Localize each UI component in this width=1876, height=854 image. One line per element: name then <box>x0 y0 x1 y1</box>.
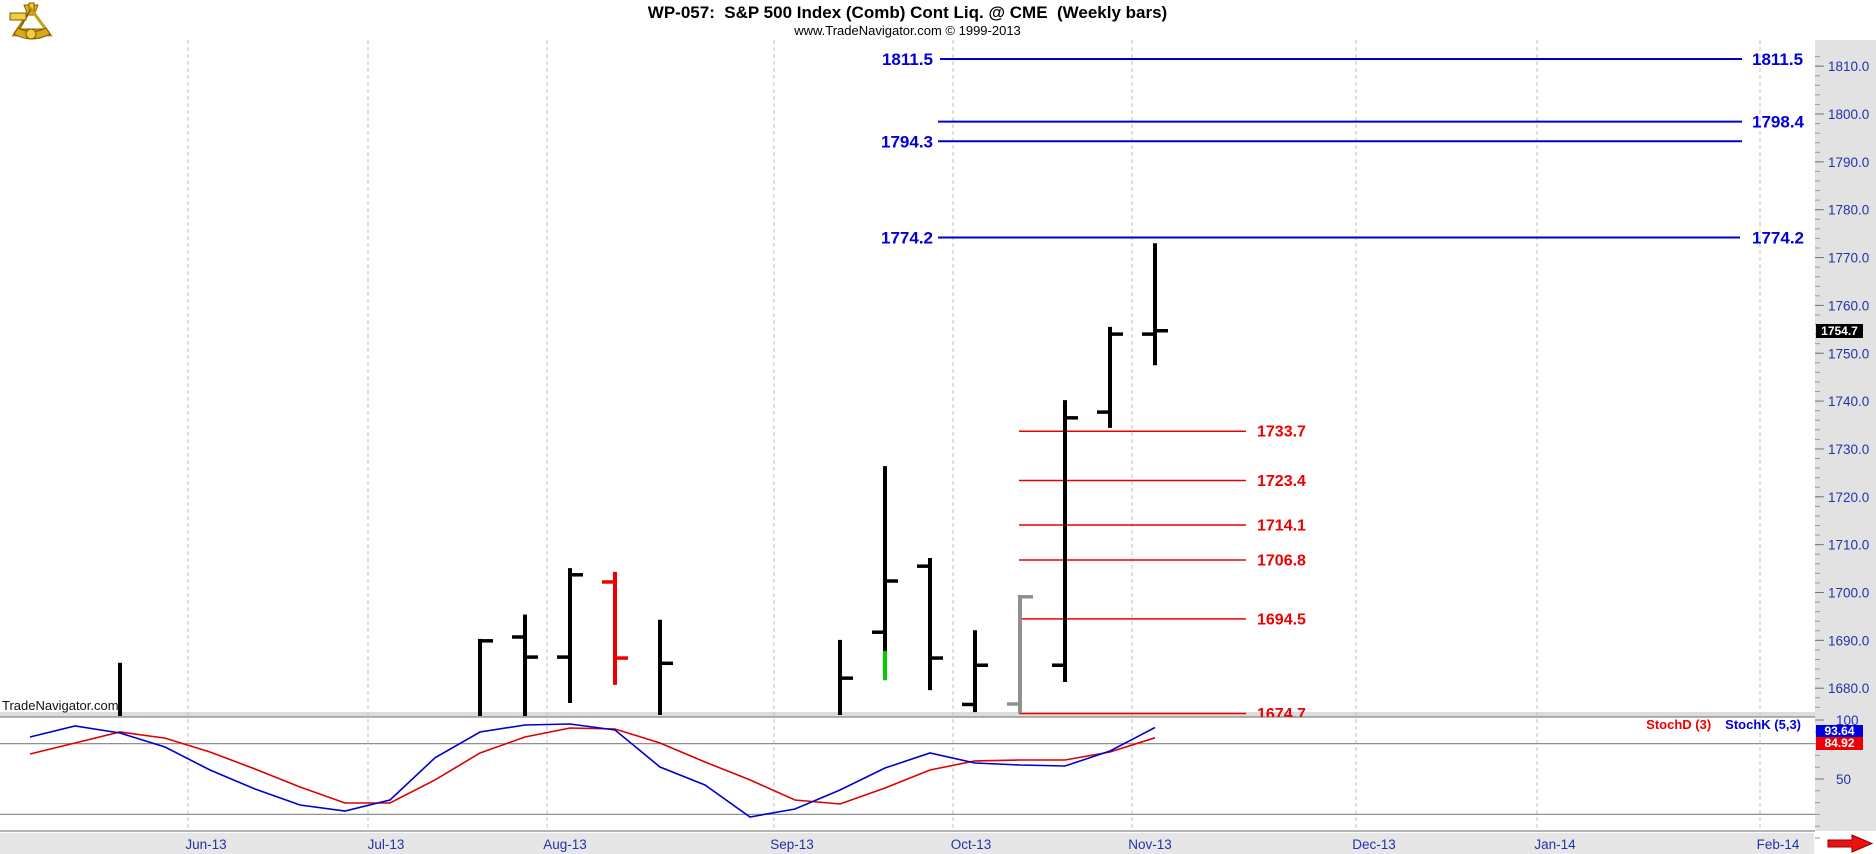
price-pane-group: 1811.5 1811.5 1798.4 1794.3 1774.2 1774.2 1733… <box>118 50 1805 723</box>
price-axis-strip <box>1815 40 1876 831</box>
price-axis-label: 1750.0 <box>1828 346 1869 361</box>
price-axis-label: 1810.0 <box>1828 59 1869 74</box>
stochd-curve <box>29 727 1156 805</box>
stoch-axis-label: 100 <box>1836 713 1859 728</box>
scroll-right-arrow-icon[interactable] <box>1824 833 1876 854</box>
support-label: 1674.7 <box>1257 706 1306 723</box>
month-label: Feb-14 <box>1757 837 1800 852</box>
resistance-label-left: 1794.3 <box>881 132 933 151</box>
month-label: Nov-13 <box>1128 837 1172 852</box>
month-label: Oct-13 <box>951 837 992 852</box>
chart-subtitle: www.TradeNavigator.com © 1999-2013 <box>794 23 1021 38</box>
stoch-axis-label: 50 <box>1836 772 1851 787</box>
stochk-legend-label: StochK (5,3) <box>1725 717 1801 732</box>
price-axis-label: 1700.0 <box>1828 586 1869 601</box>
support-label: 1706.8 <box>1257 552 1306 569</box>
price-axis-label: 1790.0 <box>1828 155 1869 170</box>
price-axis-label: 1690.0 <box>1828 633 1869 648</box>
resistance-label-right: 1811.5 <box>1752 50 1803 69</box>
price-axis-label: 1710.0 <box>1828 538 1869 553</box>
price-axis-label: 1740.0 <box>1828 394 1869 409</box>
resistance-label-right: 1774.2 <box>1752 228 1804 247</box>
support-label: 1714.1 <box>1257 518 1306 535</box>
price-axis-label: 1800.0 <box>1828 107 1869 122</box>
resistance-label-left: 1774.2 <box>881 228 933 247</box>
watermark-text: TradeNavigator.com <box>2 698 119 713</box>
stochk-value-badge: 93.64 <box>1816 725 1863 738</box>
support-label: 1694.5 <box>1257 611 1306 628</box>
trade-navigator-logo-icon <box>9 2 53 40</box>
resistance-label-left: 1811.5 <box>882 50 933 69</box>
price-axis-label: 1760.0 <box>1828 298 1869 313</box>
resistance-label-right: 1798.4 <box>1752 113 1805 132</box>
support-label: 1733.7 <box>1257 424 1306 441</box>
stochk-curve <box>29 723 1156 818</box>
support-label: 1723.4 <box>1257 473 1306 490</box>
pane-separator <box>0 712 1815 717</box>
stochd-legend-label: StochD (3) <box>1646 717 1712 732</box>
month-label: Jul-13 <box>368 837 405 852</box>
price-axis-label: 1780.0 <box>1828 203 1869 218</box>
price-axis-label: 1770.0 <box>1828 251 1869 266</box>
month-label: Sep-13 <box>770 837 814 852</box>
month-label: Dec-13 <box>1352 837 1396 852</box>
date-axis-strip <box>0 833 1814 854</box>
month-label: Jun-13 <box>185 837 226 852</box>
chart-title: WP-057: S&P 500 Index (Comb) Cont Liq. @… <box>647 3 1168 22</box>
price-axis-label: 1730.0 <box>1828 442 1869 457</box>
month-label: Jan-14 <box>1534 837 1576 852</box>
price-axis-label: 1680.0 <box>1828 681 1869 696</box>
month-label: Aug-13 <box>543 837 587 852</box>
price-axis-label: 1720.0 <box>1828 490 1869 505</box>
current-price-badge: 1754.7 <box>1816 324 1863 338</box>
stochastic-legend: StochD (3) StochK (5,3) <box>1646 717 1801 732</box>
stochd-value-badge: 84.92 <box>1816 737 1863 750</box>
